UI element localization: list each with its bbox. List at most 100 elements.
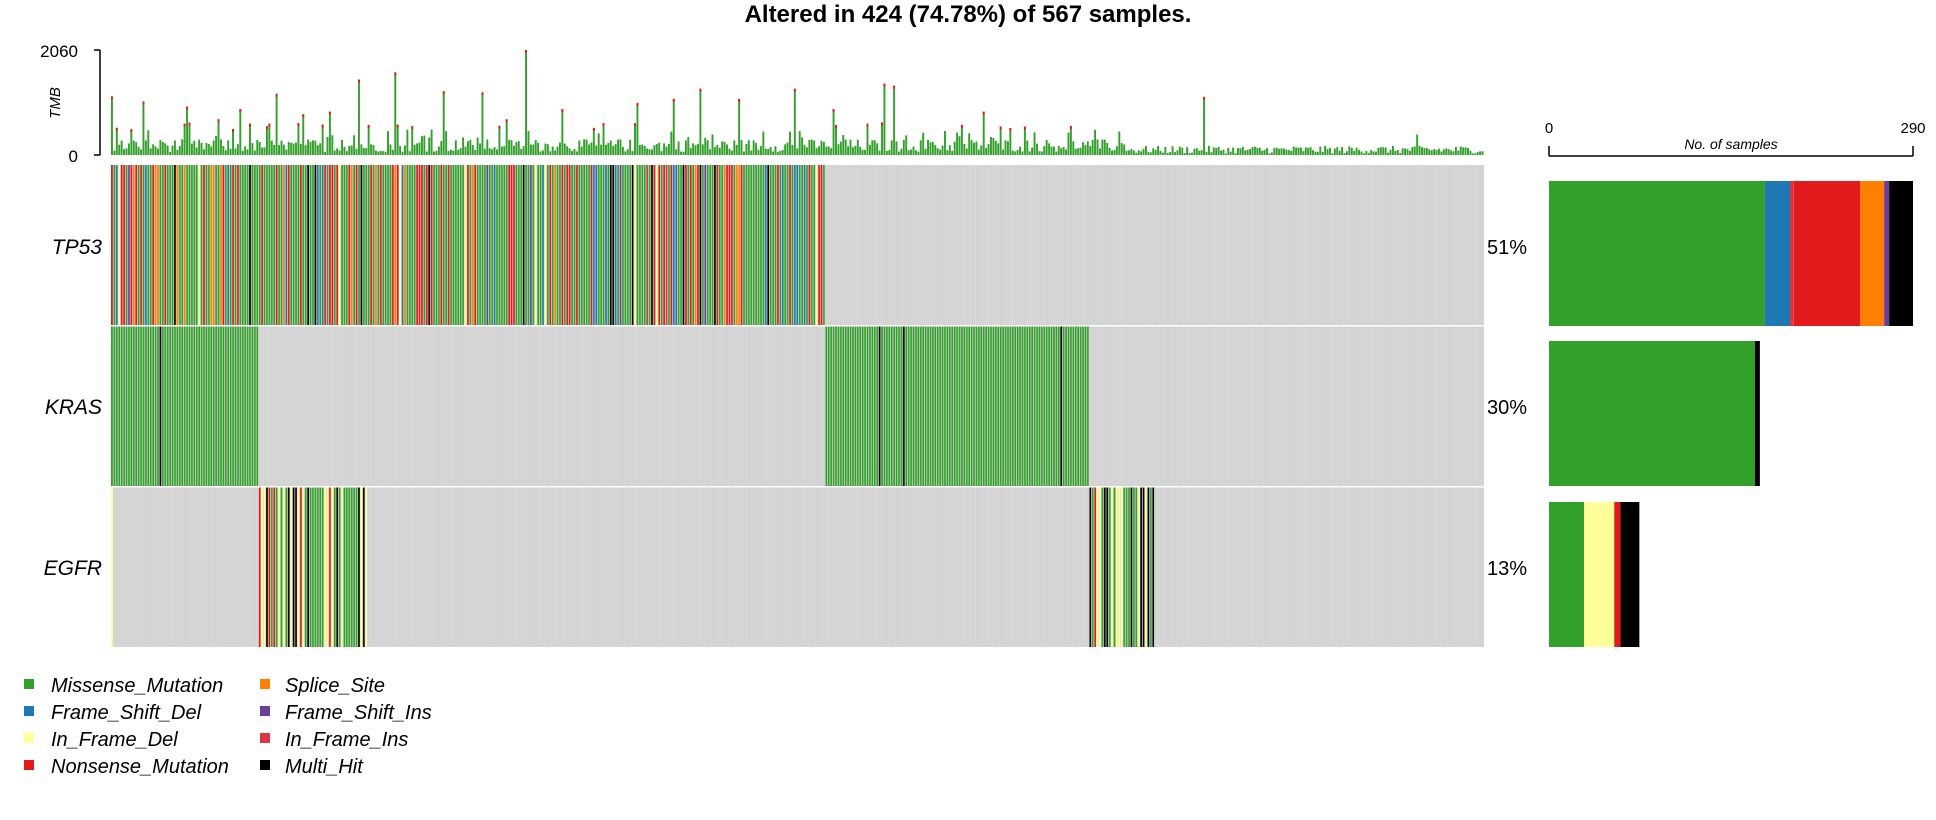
mutation-cell-tp53: [333, 165, 336, 325]
mutation-cell-kras: [835, 326, 837, 486]
tmb-bar: [927, 139, 929, 155]
mutation-cell-kras: [113, 326, 116, 486]
sample-separator: [125, 165, 126, 647]
mutation-cell-kras: [900, 326, 903, 486]
tmb-bar: [990, 137, 992, 155]
tmb-bar: [1031, 147, 1034, 155]
tmb-bar: [1411, 147, 1414, 155]
tmb-bar: [680, 151, 682, 155]
tmb-bar-cap: [249, 123, 251, 127]
mutation-cell-tp53: [389, 165, 392, 325]
tmb-bar: [224, 150, 227, 155]
mutation-cell-tp53: [190, 165, 193, 325]
mutation-cell-tp53: [769, 165, 772, 325]
sample-separator: [803, 165, 804, 647]
sample-separator: [653, 165, 654, 647]
mutation-cell-tp53: [554, 165, 556, 325]
tmb-bar: [837, 144, 840, 155]
sample-separator: [357, 165, 359, 647]
sample-separator: [389, 165, 390, 647]
tmb-bar: [503, 146, 506, 155]
mutation-cell-kras: [176, 326, 179, 486]
sample-separator: [1222, 165, 1223, 647]
sample-separator: [599, 165, 601, 647]
mutation-cell-kras: [975, 326, 978, 486]
tmb-bar: [1004, 140, 1007, 155]
tmb-bar: [130, 129, 133, 155]
tmb-bar: [1372, 151, 1375, 155]
mutation-cell-tp53: [149, 165, 152, 325]
tmb-bar: [1038, 151, 1041, 155]
sample-separator: [512, 165, 514, 647]
tmb-bar: [476, 137, 479, 155]
sample-separator: [984, 165, 986, 647]
mutation-cell-kras: [941, 326, 944, 486]
tmb-bar-cap: [960, 124, 963, 128]
sample-separator: [209, 165, 211, 647]
tmb-bar: [1036, 143, 1038, 155]
tmb-bar: [750, 150, 753, 155]
mutation-cell-tp53: [585, 165, 588, 325]
sample-separator: [255, 165, 257, 647]
mutation-cell-tp53: [377, 165, 380, 325]
mutation-cell-tp53: [372, 165, 375, 325]
tmb-bar: [171, 145, 174, 155]
mutation-cell-tp53: [726, 165, 728, 325]
sample-separator: [1210, 165, 1211, 647]
tmb-bar: [1125, 150, 1128, 155]
tmb-bar: [689, 147, 692, 155]
sample-separator: [440, 165, 441, 647]
tmb-bar: [1341, 146, 1344, 155]
sample-separator: [573, 165, 574, 647]
tmb-bar: [1101, 139, 1104, 155]
mutation-cell-kras: [1072, 326, 1075, 486]
tmb-bar: [483, 148, 486, 155]
tmb-bar: [486, 139, 489, 155]
tmb-bar: [992, 137, 995, 155]
tmb-bar: [825, 146, 828, 155]
mutation-cell-tp53: [600, 165, 602, 325]
legend-swatch-splice-site: [260, 679, 270, 689]
mutation-cell-kras: [1038, 326, 1041, 486]
sample-separator: [725, 165, 727, 647]
sample-separator: [1476, 165, 1478, 647]
mutation-cell-tp53: [520, 165, 523, 325]
tmb-bar: [365, 148, 368, 155]
mutation-cell-kras: [905, 326, 908, 486]
sample-separator: [611, 165, 613, 647]
sample-separator: [449, 165, 451, 647]
tmb-bar: [447, 151, 450, 155]
mutation-cell-tp53: [493, 165, 496, 325]
mutation-cell-egfr: [302, 487, 305, 647]
tmb-bar: [1178, 146, 1181, 155]
tmb-bar: [546, 144, 549, 155]
sample-separator: [1057, 165, 1059, 647]
sample-separator: [180, 165, 182, 647]
mutation-cell-kras: [893, 326, 895, 486]
mutation-cell-tp53: [772, 165, 774, 325]
mutation-cell-kras: [960, 326, 963, 486]
mutation-cell-tp53: [667, 165, 670, 325]
tmb-bar: [353, 135, 356, 155]
mutation-cell-kras: [859, 326, 862, 486]
gene-bar-egfr-missense-mutation: [1549, 502, 1585, 647]
tmb-bar-cap: [481, 92, 484, 96]
mutation-cell-egfr: [309, 487, 312, 647]
mutation-cell-tp53: [745, 165, 748, 325]
sample-separator: [214, 165, 216, 647]
mutation-cell-tp53: [537, 165, 540, 325]
tmb-bar: [1207, 145, 1210, 155]
sample-separator: [396, 165, 398, 647]
mutation-cell-tp53: [551, 165, 554, 325]
sample-separator: [1430, 165, 1432, 647]
sample-separator: [318, 165, 320, 647]
mutation-cell-kras: [934, 326, 937, 486]
mutation-cell-kras: [1014, 326, 1017, 486]
tmb-bar: [595, 145, 598, 155]
tmb-bar-cap: [297, 123, 300, 127]
sample-separator: [863, 165, 865, 647]
sample-separator: [1093, 165, 1095, 647]
tmb-bar: [508, 140, 511, 155]
mutation-cell-tp53: [658, 165, 661, 325]
mutation-cell-egfr: [299, 487, 302, 647]
